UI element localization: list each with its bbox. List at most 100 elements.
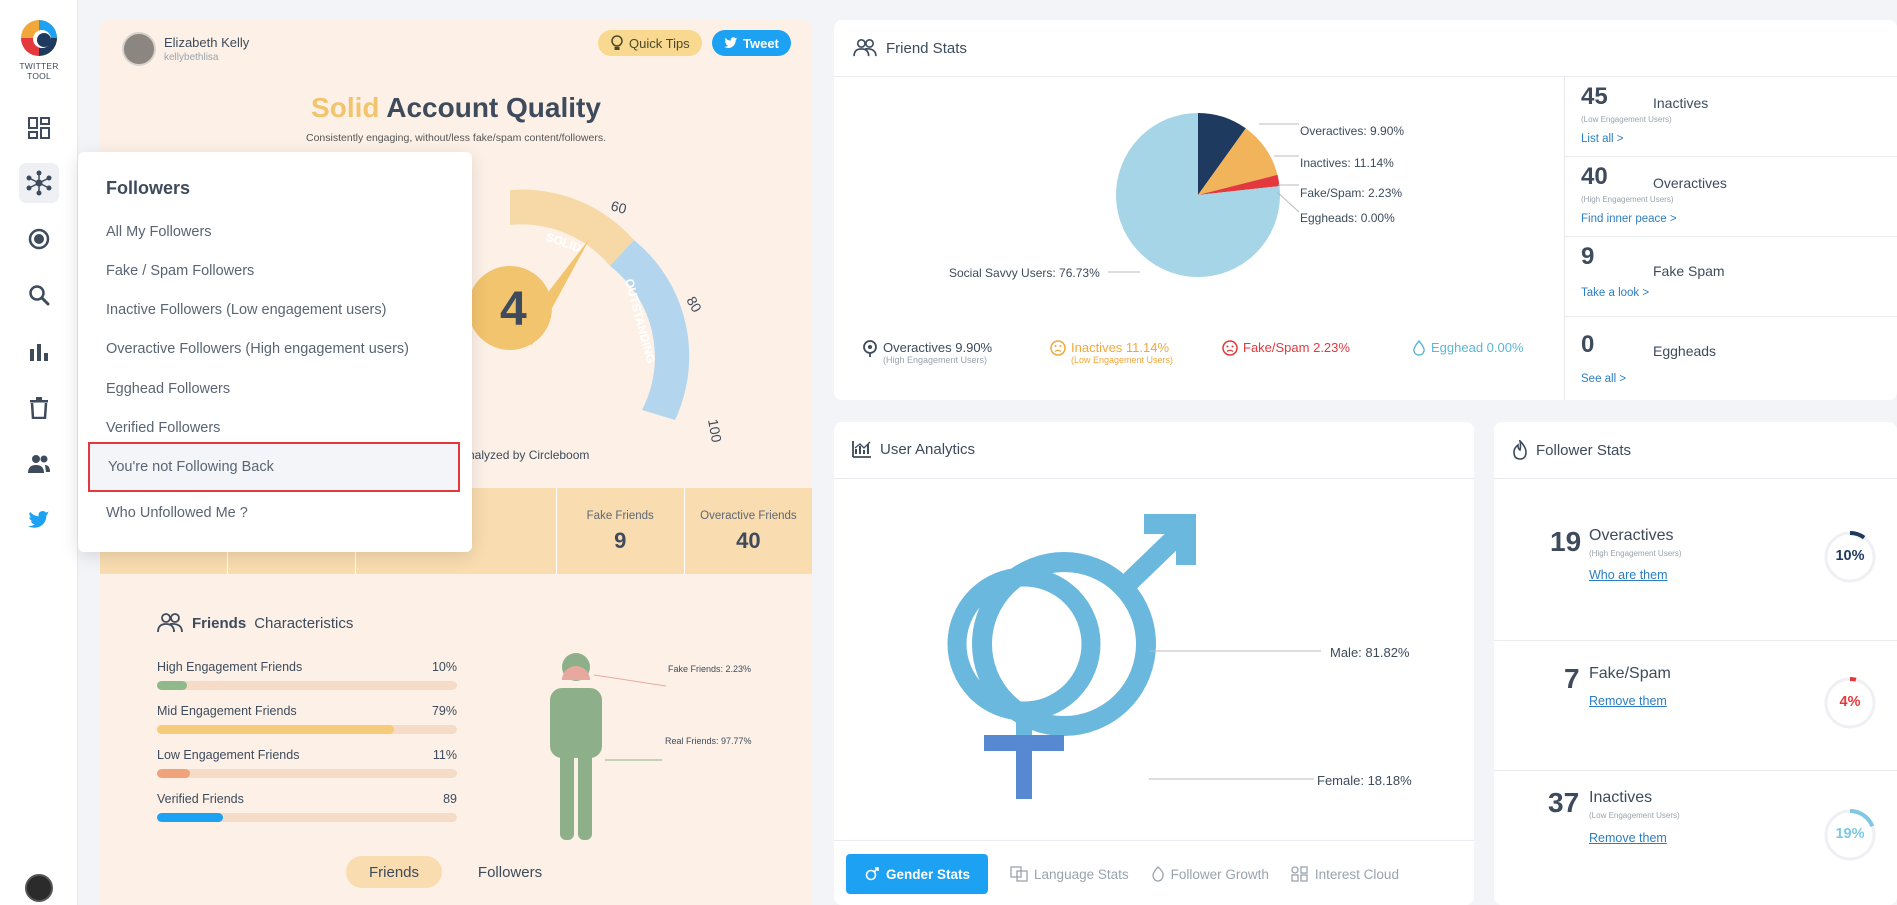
- menu-item-inactive[interactable]: Inactive Followers (Low engagement users…: [106, 302, 387, 318]
- gauge-outstanding-band: [610, 240, 690, 420]
- follower-row-fakespam: 7 Fake/Spam Remove them 4%: [1494, 641, 1897, 771]
- sidebar: TWITTER TOOL: [0, 0, 78, 905]
- follower-stats-title: Follower Stats: [1512, 440, 1631, 460]
- nav-users-icon[interactable]: [19, 444, 59, 484]
- quick-tips-label: Quick Tips: [629, 35, 690, 51]
- panel-row-overactives: 40 Overactives (High Engagement Users) F…: [1565, 157, 1897, 237]
- gender-icon: [865, 867, 879, 881]
- stat-fake-friends: Fake Friends 9: [557, 488, 685, 574]
- followers-dropdown-menu: Followers All My Followers Fake / Spam F…: [78, 152, 472, 552]
- quick-tips-button[interactable]: Quick Tips: [598, 30, 702, 56]
- list-all-link[interactable]: List all >: [1581, 133, 1624, 145]
- twitter-icon: [724, 37, 738, 48]
- sad-face-icon: [1050, 340, 1066, 356]
- who-are-them-link[interactable]: Who are them: [1589, 568, 1668, 582]
- nav-chart-icon[interactable]: [19, 332, 59, 372]
- account-avatar[interactable]: [25, 874, 53, 902]
- logo-icon: [21, 20, 57, 56]
- menu-item-egghead[interactable]: Egghead Followers: [106, 381, 231, 397]
- see-all-link[interactable]: See all >: [1581, 373, 1627, 385]
- nav-search-icon[interactable]: [19, 275, 59, 315]
- remove-inactives-link[interactable]: Remove them: [1589, 831, 1667, 845]
- male-label: Male: 81.82%: [1330, 645, 1410, 660]
- bar-high-engagement: High Engagement Friends 10%: [157, 660, 457, 690]
- language-icon: [1010, 866, 1028, 882]
- panel-row-eggheads: 0 Eggheads See all >: [1581, 331, 1717, 385]
- menu-item-verified[interactable]: Verified Followers: [106, 420, 221, 436]
- gauge-tick-80: 80: [683, 294, 705, 316]
- pie-slice-inactives: [1198, 128, 1278, 195]
- app-logo[interactable]: TWITTER TOOL: [10, 18, 68, 81]
- nav-circle-icon[interactable]: [19, 219, 59, 259]
- tab-follower-growth[interactable]: Follower Growth: [1151, 866, 1269, 882]
- interest-cloud-icon: [1291, 866, 1308, 882]
- follower-row-overactives: 19 Overactives (High Engagement Users) W…: [1494, 479, 1897, 641]
- user-profile[interactable]: Elizabeth Kelly kellybethlisa: [122, 32, 249, 66]
- menu-item-who-unfollowed[interactable]: Who Unfollowed Me ?: [106, 505, 248, 521]
- remove-fakespam-link[interactable]: Remove them: [1589, 694, 1667, 708]
- bar-low-engagement: Low Engagement Friends 11%: [157, 748, 457, 778]
- friend-stats-card: Friend Stats Overactives: 9.90% Inactive…: [834, 20, 1897, 400]
- panel-row-inactives: 45 Inactives (Low Engagement Users) List…: [1565, 77, 1897, 157]
- friend-stats-title: Friend Stats: [852, 38, 967, 58]
- ring-inactives: [1824, 809, 1876, 861]
- quality-title-rest: Account Quality: [386, 92, 601, 123]
- tweet-button[interactable]: Tweet: [712, 30, 791, 56]
- pie-label-social: Social Savvy Users: 76.73%: [949, 266, 1100, 280]
- tab-friends[interactable]: Friends: [346, 856, 442, 888]
- pie-label-inactives: Inactives: 11.14%: [1300, 156, 1394, 170]
- menu-item-fake-spam[interactable]: Fake / Spam Followers: [106, 263, 255, 279]
- gauge-tick-100: 100: [705, 418, 725, 444]
- friends-characteristics-title: Friends Characteristics: [156, 612, 353, 634]
- menu-item-all-followers[interactable]: All My Followers: [106, 224, 212, 240]
- pie-slice-fakespam: [1198, 174, 1280, 195]
- friend-stats-panel: 45 Inactives (Low Engagement Users) List…: [1564, 77, 1897, 400]
- logo-text: TWITTER TOOL: [19, 61, 59, 81]
- quality-level: Solid: [311, 92, 380, 123]
- nav-trash-icon[interactable]: [19, 388, 59, 428]
- nav-dashboard-icon[interactable]: [19, 108, 59, 148]
- bar-verified: Verified Friends 89: [157, 792, 457, 822]
- friends-icon: [157, 613, 183, 633]
- lightbulb-icon: [611, 35, 623, 50]
- menu-item-not-following-back[interactable]: You're not Following Back: [88, 442, 460, 492]
- female-label: Female: 18.18%: [1317, 773, 1412, 788]
- pie-slice-social-savvy: [1116, 113, 1280, 277]
- pie-label-fakespam: Fake/Spam: 2.23%: [1300, 186, 1403, 200]
- nav-network-icon[interactable]: [19, 163, 59, 203]
- flame-icon: [1513, 440, 1527, 460]
- tab-interest-cloud[interactable]: Interest Cloud: [1291, 866, 1399, 882]
- gauge-hub: [468, 266, 552, 350]
- nav-twitter-icon[interactable]: [19, 500, 59, 540]
- real-friends-label: Real Friends: 97.77%: [665, 736, 752, 746]
- tab-followers[interactable]: Followers: [477, 863, 543, 881]
- gauge-solid-band: [510, 189, 634, 266]
- friends-title-rest: Characteristics: [254, 614, 354, 632]
- user-handle: kellybethlisa: [164, 52, 219, 63]
- quality-subtitle: Consistently engaging, without/less fake…: [306, 132, 606, 144]
- legend-overactives: Overactives 9.90% (High Engagement Users): [862, 340, 992, 365]
- user-analytics-title: User Analytics: [852, 440, 975, 458]
- take-a-look-link[interactable]: Take a look >: [1581, 287, 1650, 299]
- follower-stats-card: Follower Stats 19 Overactives (High Enga…: [1494, 422, 1897, 905]
- legend-egghead: Egghead 0.00%: [1412, 340, 1524, 356]
- person-figure: [550, 653, 667, 840]
- find-inner-peace-link[interactable]: Find inner peace >: [1581, 213, 1677, 225]
- growth-icon: [1151, 866, 1164, 882]
- ring-progress-arc: [1824, 531, 1876, 583]
- ring-progress-arc: [1824, 809, 1876, 861]
- analyzed-by: nalyzed by Circleboom: [468, 448, 590, 462]
- gender-symbols: [947, 514, 1321, 799]
- tab-gender-stats[interactable]: Gender Stats: [846, 854, 989, 894]
- fake-friends-label: Fake Friends: 2.23%: [668, 664, 752, 674]
- dropdown-title: Followers: [106, 178, 191, 198]
- friends-icon: [853, 39, 877, 57]
- menu-item-overactive[interactable]: Overactive Followers (High engagement us…: [106, 341, 410, 357]
- follower-row-inactives: 37 Inactives (Low Engagement Users) Remo…: [1494, 771, 1897, 905]
- tab-language-stats[interactable]: Language Stats: [1010, 866, 1129, 882]
- angry-face-icon: [1222, 340, 1238, 356]
- pie-label-eggheads: Eggheads: 0.00%: [1300, 211, 1395, 225]
- pie-slice-overactives: [1198, 113, 1246, 195]
- user-analytics-card: User Analytics Male: 81.82% Female: 18.1…: [834, 422, 1474, 905]
- legend-fakespam: Fake/Spam 2.23%: [1222, 340, 1350, 356]
